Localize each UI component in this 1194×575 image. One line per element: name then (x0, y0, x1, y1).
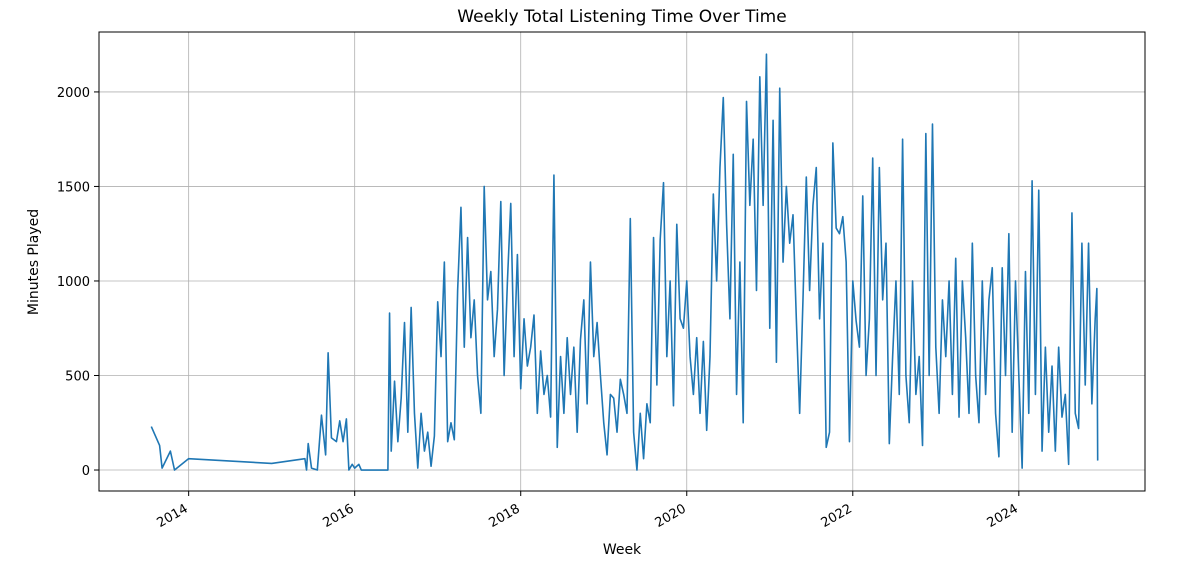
x-tick-label: 2014 (154, 501, 190, 531)
x-axis-label: Week (603, 542, 642, 558)
y-tick-label: 2000 (57, 86, 90, 101)
y-axis-label: Minutes Played (26, 209, 42, 315)
x-tick-label: 2020 (653, 501, 689, 531)
plot-frame (98, 31, 1146, 492)
x-tick-label: 2024 (985, 501, 1021, 531)
chart-title: Weekly Total Listening Time Over Time (457, 7, 786, 27)
y-tick-label: 0 (82, 464, 90, 479)
y-tick-label: 500 (65, 369, 90, 384)
x-tick-label: 2018 (487, 501, 523, 531)
data-line (150, 53, 1099, 471)
y-tick-label: 1500 (57, 180, 90, 195)
x-tick-label: 2022 (819, 501, 855, 531)
x-tick-label: 2016 (321, 501, 357, 531)
y-tick-label: 1000 (57, 275, 90, 290)
